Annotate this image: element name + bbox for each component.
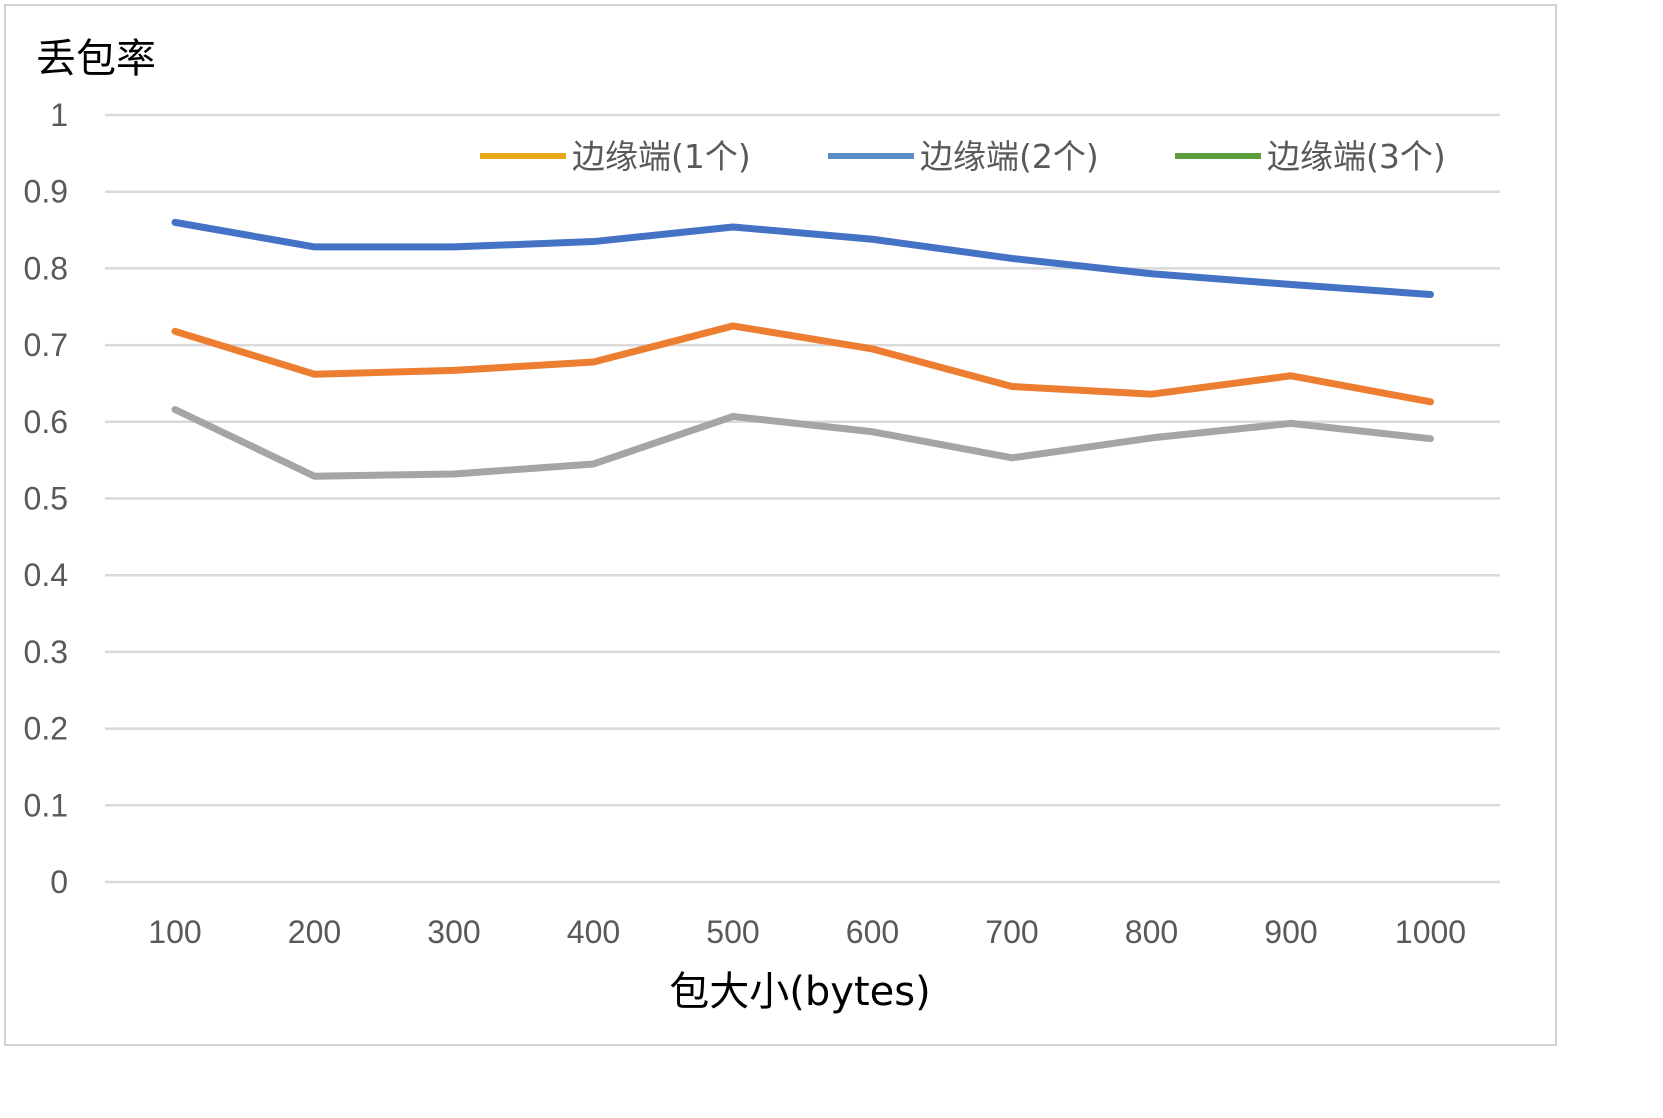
- x-tick-label: 700: [985, 914, 1038, 950]
- legend-label-1: 边缘端(1个): [572, 137, 751, 176]
- y-tick-label: 0.4: [24, 557, 68, 593]
- chart-frame: [4, 4, 1557, 1046]
- y-tick-label: 0.6: [24, 404, 68, 440]
- gridlines: [105, 113, 1500, 884]
- x-axis-label: 包大小(bytes): [669, 969, 930, 1015]
- series-line-3: [171, 406, 1434, 480]
- legend-label-3: 边缘端(3个): [1267, 137, 1446, 176]
- x-tick-label: 800: [1125, 914, 1178, 950]
- series-lines: [171, 218, 1434, 480]
- x-axis-ticks: 100 200 300 400 500 600 700 800 900 1000: [148, 914, 1466, 950]
- y-tick-label: 0: [50, 864, 68, 900]
- y-axis-label: 丢包率: [36, 36, 156, 82]
- x-tick-label: 400: [567, 914, 620, 950]
- x-tick-label: 1000: [1395, 914, 1466, 950]
- y-tick-label: 0.9: [24, 174, 68, 210]
- x-tick-label: 600: [846, 914, 899, 950]
- x-tick-label: 900: [1264, 914, 1317, 950]
- series-line-2: [171, 322, 1434, 406]
- legend-label-2: 边缘端(2个): [920, 137, 1099, 176]
- y-axis-ticks: 0 0.1 0.2 0.3 0.4 0.5 0.6 0.7 0.8 0.9 1: [24, 97, 68, 900]
- y-tick-label: 0.7: [24, 327, 68, 363]
- x-tick-label: 200: [288, 914, 341, 950]
- x-tick-label: 100: [148, 914, 201, 950]
- y-tick-label: 0.8: [24, 250, 68, 286]
- series-line-1: [171, 218, 1434, 298]
- y-tick-label: 0.2: [24, 711, 68, 747]
- legend: 边缘端(1个) 边缘端(2个) 边缘端(3个): [480, 137, 1446, 176]
- y-tick-label: 0.5: [24, 481, 68, 517]
- y-tick-label: 0.3: [24, 634, 68, 670]
- x-tick-label: 500: [706, 914, 759, 950]
- x-tick-label: 300: [427, 914, 480, 950]
- y-tick-label: 1: [50, 97, 68, 133]
- y-tick-label: 0.1: [24, 787, 68, 823]
